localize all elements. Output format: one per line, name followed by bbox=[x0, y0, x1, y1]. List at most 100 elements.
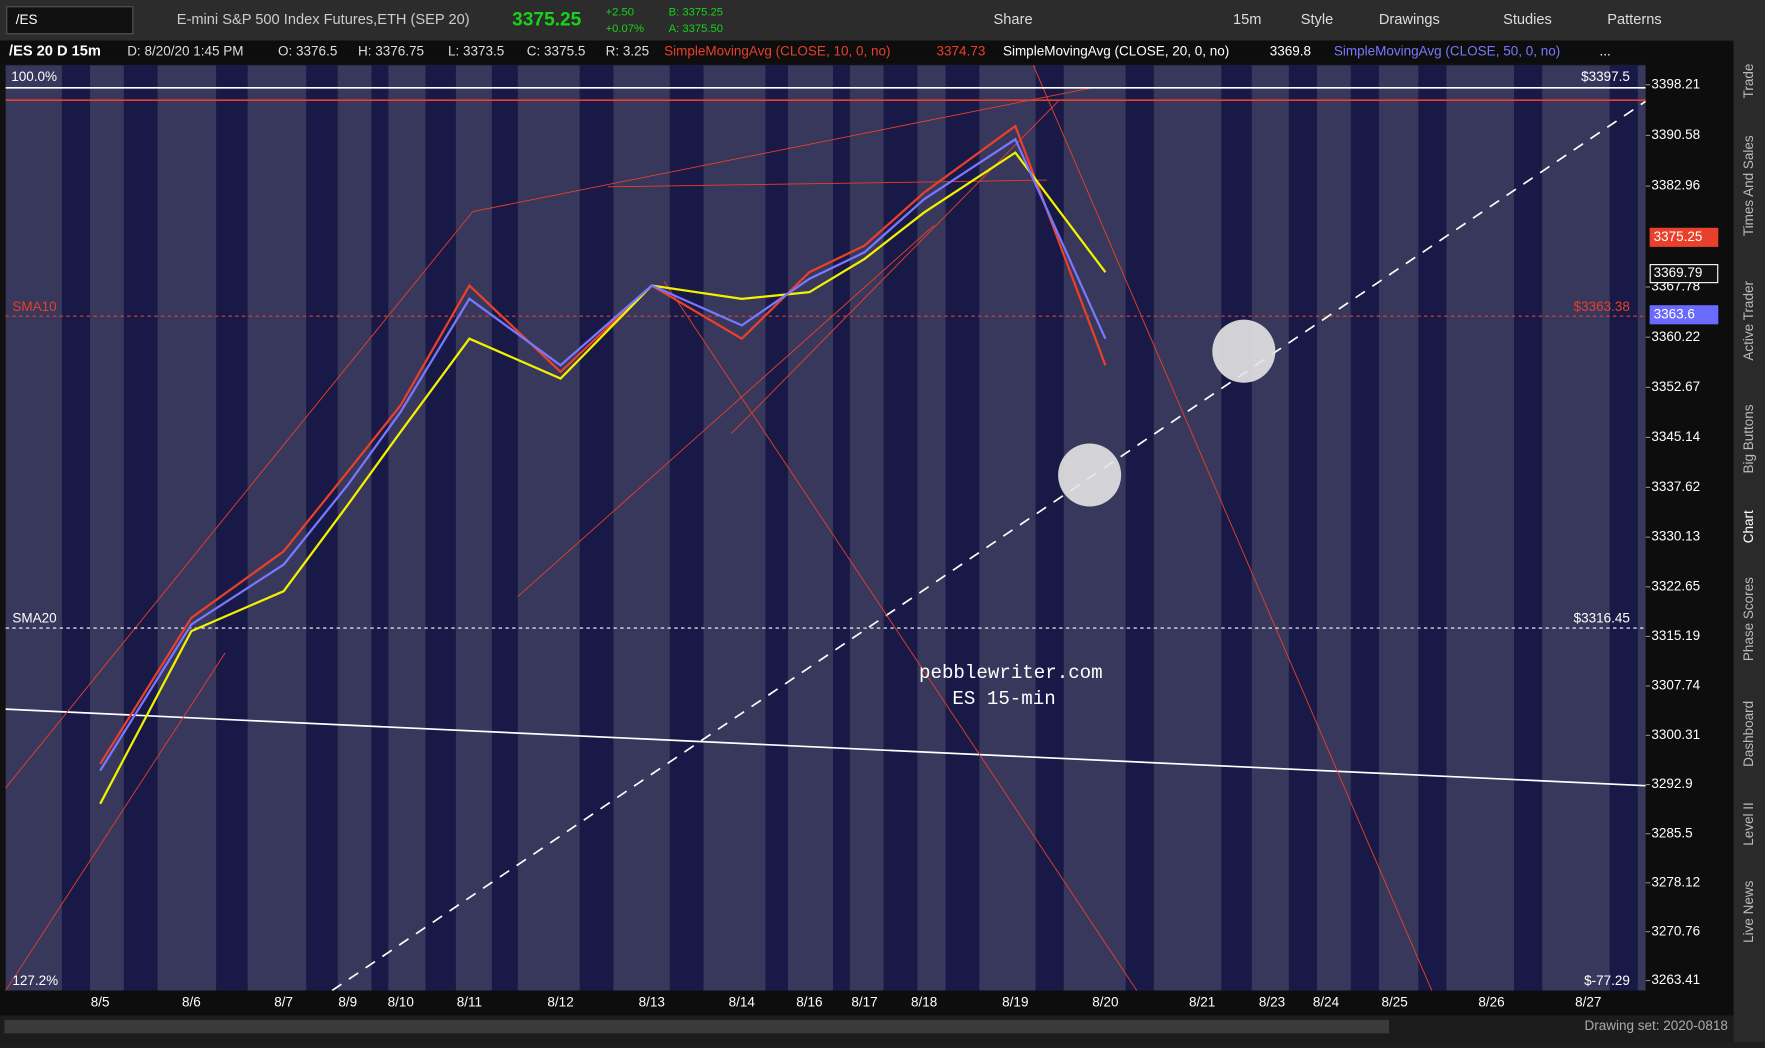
level-label: $3316.45 bbox=[1574, 611, 1630, 626]
sidebar-tab[interactable]: Live News bbox=[1741, 880, 1756, 943]
change: +2.50 bbox=[606, 6, 634, 18]
session-band bbox=[216, 65, 248, 991]
trend-line bbox=[5, 708, 1646, 787]
price-marker bbox=[1649, 227, 1719, 247]
x-tick-label: 8/14 bbox=[729, 995, 756, 1010]
x-axis bbox=[0, 990, 1646, 1016]
ask: A: 3375.50 bbox=[669, 23, 723, 35]
y-tick-label: 3398.21 bbox=[1651, 76, 1700, 91]
sidebar-tab[interactable]: Dashboard bbox=[1741, 701, 1756, 767]
sma-line bbox=[99, 151, 1107, 805]
level-label: $3363.38 bbox=[1574, 299, 1630, 314]
sidebar-tab[interactable]: Active Trader bbox=[1741, 281, 1756, 361]
fib-label: $-77.29 bbox=[1584, 973, 1630, 988]
session-band bbox=[1418, 65, 1447, 991]
session-band bbox=[61, 65, 91, 991]
sidebar-tab[interactable]: Chart bbox=[1741, 510, 1756, 543]
x-tick-label: 8/13 bbox=[639, 995, 665, 1010]
x-tick-label: 8/19 bbox=[1002, 995, 1028, 1010]
sidebar-tab[interactable]: Trade bbox=[1741, 64, 1756, 99]
price-marker-label: 3363.6 bbox=[1654, 306, 1695, 321]
price-marker-label: 3369.79 bbox=[1654, 265, 1703, 280]
trend-line bbox=[1032, 65, 1433, 991]
symbol-box[interactable] bbox=[6, 6, 134, 35]
session-band bbox=[669, 65, 704, 991]
level-label: $3397.5 bbox=[1581, 69, 1630, 84]
toolbar-button[interactable]: Drawings bbox=[1379, 12, 1440, 28]
fib-label: 127.2% bbox=[12, 973, 58, 988]
session-band bbox=[425, 65, 456, 991]
study-name: SimpleMovingAvg (CLOSE, 50, 0, no) bbox=[1334, 43, 1560, 58]
sidebar-tab[interactable]: Big Buttons bbox=[1741, 404, 1756, 473]
session-band bbox=[123, 65, 158, 991]
price-marker bbox=[1649, 305, 1719, 325]
x-tick-label: 8/23 bbox=[1259, 995, 1285, 1010]
x-tick-label: 8/25 bbox=[1382, 995, 1408, 1010]
session-band bbox=[1221, 65, 1252, 991]
watermark: pebblewriter.com bbox=[919, 662, 1103, 684]
toolbar-button[interactable]: Share bbox=[994, 12, 1033, 28]
toolbar-button[interactable]: 15m bbox=[1233, 12, 1261, 28]
date: D: 8/20/20 1:45 PM bbox=[127, 43, 243, 58]
sidebar-tab[interactable]: Times And Sales bbox=[1741, 135, 1756, 236]
y-tick-label: 3285.5 bbox=[1651, 825, 1692, 840]
bid: B: 3375.25 bbox=[669, 6, 723, 18]
y-tick-label: 3360.22 bbox=[1651, 329, 1700, 344]
price-marker bbox=[1649, 264, 1719, 284]
sidebar-tab[interactable]: Phase Scores bbox=[1741, 577, 1756, 661]
level-name: SMA10 bbox=[12, 299, 56, 314]
trend-line bbox=[472, 87, 1092, 213]
study-value: 3369.8 bbox=[1270, 43, 1311, 58]
session-band bbox=[491, 65, 518, 991]
session-band bbox=[945, 65, 980, 991]
x-tick-label: 8/21 bbox=[1189, 995, 1215, 1010]
x-tick-label: 8/18 bbox=[911, 995, 937, 1010]
toolbar bbox=[0, 0, 1765, 41]
sidebar-tab[interactable]: Level II bbox=[1741, 802, 1756, 846]
high: H: 3376.75 bbox=[358, 43, 424, 58]
y-tick-label: 3307.74 bbox=[1651, 678, 1700, 693]
close: C: 3375.5 bbox=[527, 43, 586, 58]
y-tick-label: 3270.76 bbox=[1651, 923, 1700, 938]
watermark: ES 15-min bbox=[952, 688, 1055, 710]
fib-label: 100.0% bbox=[11, 69, 57, 84]
y-tick-label: 3330.13 bbox=[1651, 529, 1700, 544]
session-band bbox=[1350, 65, 1379, 991]
toolbar-button[interactable]: Studies bbox=[1503, 12, 1552, 28]
y-tick-label: 3352.67 bbox=[1651, 379, 1700, 394]
x-tick-label: 8/27 bbox=[1575, 995, 1601, 1010]
study-name: SimpleMovingAvg (CLOSE, 20, 0, no) bbox=[1003, 43, 1229, 58]
open: O: 3376.5 bbox=[278, 43, 337, 58]
y-tick-label: 3322.65 bbox=[1651, 578, 1700, 593]
session-band bbox=[1609, 65, 1638, 991]
session-band bbox=[765, 65, 788, 991]
low: L: 3373.5 bbox=[448, 43, 504, 58]
study-value: 3374.73 bbox=[937, 43, 986, 58]
session-band bbox=[1288, 65, 1317, 991]
toolbar-button[interactable]: Patterns bbox=[1607, 12, 1661, 28]
y-tick-label: 3292.9 bbox=[1651, 776, 1692, 791]
symbol: /ES bbox=[16, 12, 38, 27]
y-tick-label: 3300.31 bbox=[1651, 727, 1700, 742]
change-pct: +0.07% bbox=[606, 23, 644, 35]
toolbar-button[interactable]: Style bbox=[1301, 12, 1334, 28]
x-tick-label: 8/16 bbox=[796, 995, 822, 1010]
description: E-mini S&P 500 Index Futures,ETH (SEP 20… bbox=[177, 12, 470, 28]
y-tick-label: 3382.96 bbox=[1651, 178, 1700, 193]
plot-area bbox=[5, 65, 1646, 991]
sma-line bbox=[99, 137, 1107, 772]
x-tick-label: 8/17 bbox=[851, 995, 877, 1010]
y-tick-label: 3390.58 bbox=[1651, 127, 1700, 142]
x-tick-label: 8/5 bbox=[91, 995, 110, 1010]
price-marker-label: 3375.25 bbox=[1654, 229, 1703, 244]
session-band bbox=[579, 65, 614, 991]
session-band bbox=[832, 65, 850, 991]
scrollbar[interactable] bbox=[4, 1019, 1390, 1034]
y-tick-label: 3263.41 bbox=[1651, 972, 1700, 987]
sidebar bbox=[1733, 40, 1765, 1043]
x-tick-label: 8/24 bbox=[1313, 995, 1340, 1010]
y-tick-label: 3337.62 bbox=[1651, 479, 1700, 494]
x-tick-label: 8/6 bbox=[182, 995, 201, 1010]
